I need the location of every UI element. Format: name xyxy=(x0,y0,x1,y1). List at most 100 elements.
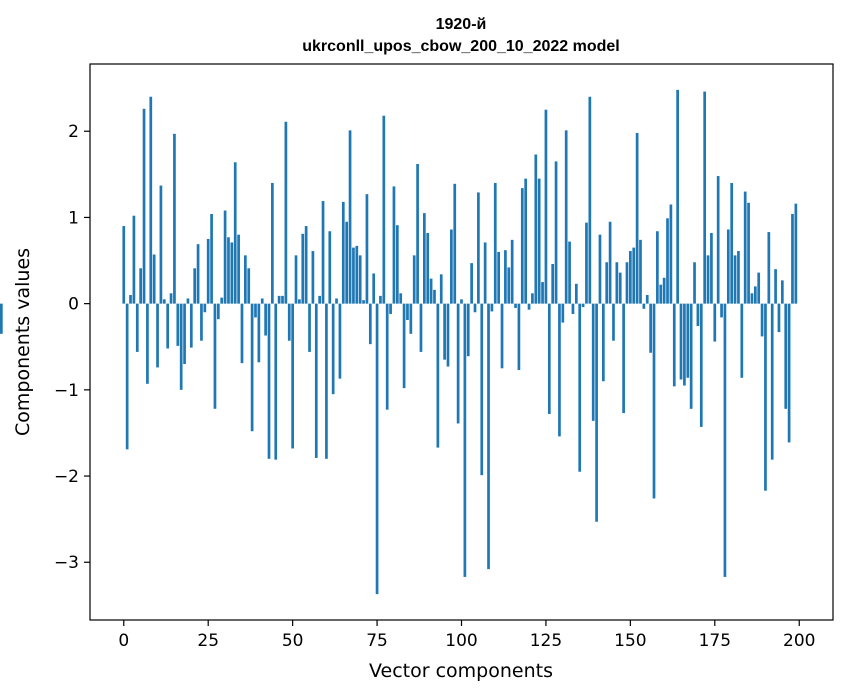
bar-component-164 xyxy=(676,89,679,304)
bar-component-86 xyxy=(412,255,416,304)
bar-component-97 xyxy=(450,229,453,304)
bar-component-114 xyxy=(507,267,511,304)
bar-component-117 xyxy=(517,303,521,371)
bar-component-93 xyxy=(436,303,440,448)
bar-component-119 xyxy=(524,178,528,304)
bar-component-47 xyxy=(281,295,284,304)
y-tick-label: −1 xyxy=(54,381,79,401)
bar-component-147 xyxy=(618,272,622,304)
bar-component-82 xyxy=(399,293,403,304)
bar-component-160 xyxy=(662,277,666,304)
bar-component-5 xyxy=(139,268,143,304)
axes-group: 0 25 50 75 100 125 150 175 200 −3 −2 −1 0 1 2 xyxy=(54,63,834,651)
plot-frame xyxy=(89,63,834,621)
bar-component-191 xyxy=(767,232,771,304)
bar-component-157 xyxy=(652,303,656,499)
bar-component-13 xyxy=(166,303,170,349)
bar-component-94 xyxy=(439,274,443,304)
bar-component-52 xyxy=(298,299,301,304)
bar-component-6 xyxy=(142,108,146,304)
bar-component-20 xyxy=(189,303,193,348)
bar-component-50 xyxy=(291,303,294,449)
bar-component-53 xyxy=(301,233,305,304)
bar-component-131 xyxy=(564,130,568,304)
bar-component-22 xyxy=(196,244,200,304)
bar-component-107 xyxy=(483,242,487,304)
bar-component-115 xyxy=(510,239,514,304)
bar-component-128 xyxy=(554,161,558,304)
bar-component-55 xyxy=(308,303,311,352)
bar-component-33 xyxy=(233,162,237,304)
bar-component-120 xyxy=(527,303,531,310)
bar-component-14 xyxy=(169,293,173,304)
bar-component-173 xyxy=(706,255,710,304)
bar-component-190 xyxy=(764,303,767,491)
bar-component-178 xyxy=(723,303,727,577)
bar-component-39 xyxy=(254,303,257,318)
bar-component-36 xyxy=(244,255,247,304)
bar-component-168 xyxy=(689,303,693,409)
bar-component-73 xyxy=(368,303,372,345)
bar-component-139 xyxy=(591,303,595,421)
bar-component-199 xyxy=(794,203,798,304)
bar-component-145 xyxy=(612,303,615,341)
bar-component-102 xyxy=(466,303,470,357)
bar-component-45 xyxy=(274,303,278,460)
bar-component-62 xyxy=(331,303,335,395)
bar-component-121 xyxy=(531,293,534,304)
bar-component-87 xyxy=(416,163,419,304)
bar-component-100 xyxy=(460,299,463,304)
bar-component-24 xyxy=(203,303,207,313)
bar-component-25 xyxy=(206,238,210,304)
bar-component-89 xyxy=(423,213,426,304)
bar-component-66 xyxy=(345,221,349,304)
bar-component-28 xyxy=(216,303,220,320)
bar-component-85 xyxy=(409,303,413,334)
bar-component-161 xyxy=(666,218,669,304)
bar-component-8 xyxy=(149,96,153,304)
bar-component-60 xyxy=(325,303,328,459)
bar-component-194 xyxy=(777,303,781,333)
bar-component-65 xyxy=(341,201,345,304)
y-tick-label: 2 xyxy=(68,122,79,142)
bar-component-96 xyxy=(446,303,450,367)
bar-component-44 xyxy=(271,182,274,304)
bar-component-112 xyxy=(500,303,504,369)
bar-component-18 xyxy=(183,303,186,364)
bar-component-126 xyxy=(547,303,551,414)
bar-component-1 xyxy=(125,303,129,450)
bar-component-34 xyxy=(237,234,240,304)
bar-component-142 xyxy=(601,303,605,382)
bar-component-183 xyxy=(740,303,744,378)
bar-component-23 xyxy=(200,303,203,341)
bar-component-88 xyxy=(419,303,423,352)
bar-component-99 xyxy=(456,303,460,424)
y-tick-label: −2 xyxy=(54,467,79,487)
x-tick-label: 125 xyxy=(530,631,562,651)
bars-group xyxy=(0,89,798,595)
bar-component-92 xyxy=(433,289,436,304)
bar-component-90 xyxy=(426,232,430,304)
bar-component-72 xyxy=(365,194,369,304)
bar-component-174 xyxy=(710,232,713,304)
bar-component-48 xyxy=(284,121,288,304)
bar-component-63 xyxy=(335,298,338,304)
bar-component-38 xyxy=(250,303,254,432)
bar-component-151 xyxy=(632,247,636,304)
bar-component-197 xyxy=(787,303,791,443)
bar-component-134 xyxy=(574,283,578,304)
y-tick-label: 1 xyxy=(68,208,79,228)
y-axis-label: Components values xyxy=(12,248,34,436)
bar-component-70 xyxy=(358,255,362,304)
bar-component-26 xyxy=(210,213,213,304)
x-tick-label: 175 xyxy=(699,631,731,651)
bar-component-166 xyxy=(683,303,686,386)
bar-component-32 xyxy=(230,242,234,304)
bar-component-184 xyxy=(743,191,747,304)
bar-component-149 xyxy=(625,262,629,304)
bar-component-175 xyxy=(713,303,717,342)
bar-component-9 xyxy=(152,254,156,304)
bar-component-144 xyxy=(608,221,612,304)
bar-component-69 xyxy=(355,245,359,304)
